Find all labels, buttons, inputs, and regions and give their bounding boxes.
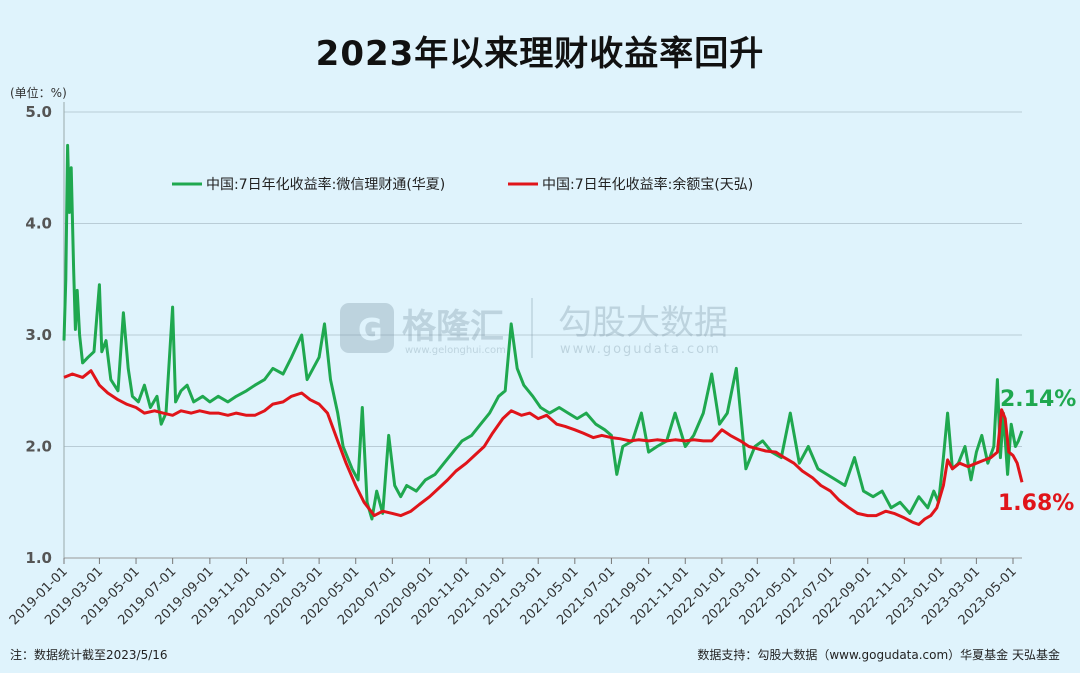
chart-title: 2023年以来理财收益率回升 <box>315 34 765 74</box>
end-labels: 2.14% 1.68% <box>998 387 1076 516</box>
series-line-0 <box>62 143 1024 521</box>
svg-text:G: G <box>358 313 383 348</box>
legend-label-0: 中国:7日年化收益率:微信理财通(华夏) <box>206 176 445 193</box>
watermark-brand1-url: www.gelonghui.com <box>405 345 506 356</box>
y-tick-label: 4.0 <box>25 215 52 233</box>
end-value-label-0: 2.14% <box>1000 387 1076 412</box>
gelonghui-logo-icon <box>340 303 394 353</box>
y-axis: 1.0 2.0 3.0 4.0 5.0 <box>25 102 65 567</box>
end-value-label-1: 1.68% <box>998 491 1074 516</box>
y-tick-label: 5.0 <box>25 103 52 121</box>
series-line-1 <box>63 369 1024 526</box>
series-lines <box>62 143 1024 526</box>
watermark-brand2-url: www.gogudata.com <box>560 342 721 357</box>
y-tick-label: 2.0 <box>25 438 52 456</box>
footer-source: 数据支持：勾股大数据（www.gogudata.com）华夏基金 天弘基金 <box>697 648 1060 662</box>
legend: 中国:7日年化收益率:微信理财通(华夏) 中国:7日年化收益率:余额宝(天弘) <box>172 176 753 193</box>
footer-note: 注：数据统计截至2023/5/16 <box>10 648 168 662</box>
watermark-brand1: 格隆汇 <box>402 307 504 347</box>
legend-label-1: 中国:7日年化收益率:余额宝(天弘) <box>542 176 753 193</box>
y-tick-label: 1.0 <box>25 549 52 567</box>
watermark-brand2: 勾股大数据 <box>558 303 728 343</box>
x-axis: 2019-01-012019-03-012019-05-012019-07-01… <box>7 557 1022 628</box>
watermark: G 格隆汇 www.gelonghui.com 勾股大数据 www.goguda… <box>340 298 728 358</box>
y-unit-label: (单位：%) <box>10 86 67 100</box>
y-tick-label: 3.0 <box>25 326 52 344</box>
